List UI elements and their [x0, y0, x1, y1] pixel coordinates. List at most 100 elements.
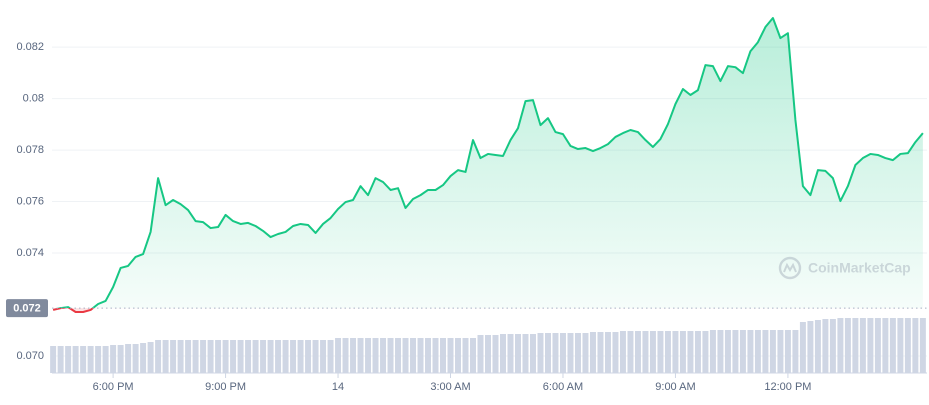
volume-bar [237, 340, 244, 373]
volume-bar [50, 346, 57, 373]
volume-bar [125, 344, 132, 373]
volume-bar [252, 340, 259, 373]
volume-bar [904, 318, 911, 373]
volume-bar [305, 340, 312, 373]
volume-bar [702, 331, 709, 373]
volume-bar [897, 318, 904, 373]
volume-bar [342, 338, 349, 373]
volume-bar [597, 332, 604, 373]
volume-bar [387, 338, 394, 373]
volume-bar [80, 346, 87, 373]
volume-bar [185, 340, 192, 373]
volume-bar [544, 333, 551, 373]
volume-bar [507, 334, 514, 373]
volume-bar [162, 340, 169, 373]
volume-bar [747, 330, 754, 373]
volume-bar [297, 340, 304, 373]
x-tick-label: 9:00 AM [655, 381, 695, 393]
volume-bar [762, 330, 769, 373]
volume-bar [649, 331, 656, 373]
volume-bar [529, 334, 536, 373]
volume-bar [95, 346, 102, 373]
volume-bar [604, 332, 611, 373]
volume-bar [207, 340, 214, 373]
volume-bar [634, 331, 641, 373]
volume-bar [574, 333, 581, 373]
volume-bar [679, 331, 686, 373]
volume-bar [57, 346, 64, 373]
volume-bar [110, 345, 117, 373]
volume-bar [485, 335, 491, 373]
volume-bar [657, 331, 664, 373]
volume-bar [245, 340, 252, 373]
volume-bar [140, 343, 147, 373]
price-line [52, 17, 924, 313]
x-tick-label: 12:00 PM [764, 381, 811, 393]
volume-bar [282, 340, 289, 373]
volume-bar [372, 338, 379, 373]
volume-bar [312, 340, 319, 373]
volume-bar [792, 330, 799, 373]
volume-bar [874, 318, 881, 373]
volume-bar [919, 318, 926, 373]
volume-bar [522, 334, 529, 373]
watermark: CoinMarketCap [778, 256, 911, 280]
volume-bar [402, 338, 409, 373]
price-area [53, 18, 923, 312]
volume-bar [155, 340, 162, 373]
volume-bar [687, 331, 694, 373]
volume-bar [365, 338, 372, 373]
volume-bar [612, 332, 619, 373]
volume-bar [852, 318, 859, 373]
volume-bar [447, 338, 454, 373]
volume-bar [470, 338, 476, 373]
volume-bar [380, 338, 387, 373]
volume-bar [230, 340, 237, 373]
volume-bar [192, 340, 199, 373]
baseline-label-box [6, 299, 48, 318]
volume-bar [559, 333, 566, 373]
volume-bar [87, 346, 94, 373]
volume-bar [327, 340, 334, 373]
volume-bar [777, 330, 784, 373]
volume-bar [567, 333, 574, 373]
volume-bar [672, 331, 679, 373]
x-tick-label: 14 [332, 381, 344, 393]
volume-bar [709, 330, 716, 373]
volume-bar [769, 330, 776, 373]
volume-bar [215, 340, 222, 373]
volume-bar [500, 334, 506, 373]
volume-bar [425, 338, 432, 373]
volume-bar [912, 318, 919, 373]
y-tick-label: 0.078 [16, 144, 44, 156]
baseline-label: 0.072 [13, 303, 41, 315]
volume-bar [132, 344, 139, 373]
volume-bar [882, 318, 889, 373]
volume-bar [275, 340, 282, 373]
volume-bar [395, 338, 402, 373]
volume-bar [222, 340, 229, 373]
volume-bar [717, 330, 724, 373]
volume-bar [867, 318, 874, 373]
volume-bar [642, 331, 649, 373]
volume-bar [837, 318, 844, 373]
volume-bar [455, 338, 462, 373]
volume-bar [492, 335, 499, 373]
volume-bar [582, 333, 589, 373]
y-tick-label: 0.074 [16, 247, 44, 259]
volume-bar [170, 340, 177, 373]
volume-bar [889, 318, 896, 373]
watermark-text: CoinMarketCap [808, 260, 911, 276]
volume-bar [350, 338, 357, 373]
volume-bar [357, 338, 364, 373]
volume-bar [410, 338, 417, 373]
volume-bar [732, 330, 739, 373]
volume-bar [619, 331, 626, 373]
volume-bar [267, 340, 274, 373]
volume-bar [739, 330, 746, 373]
volume-bar [260, 340, 267, 373]
y-tick-label: 0.070 [16, 350, 44, 362]
volume-bar [664, 331, 671, 373]
volume-bar [784, 330, 791, 373]
